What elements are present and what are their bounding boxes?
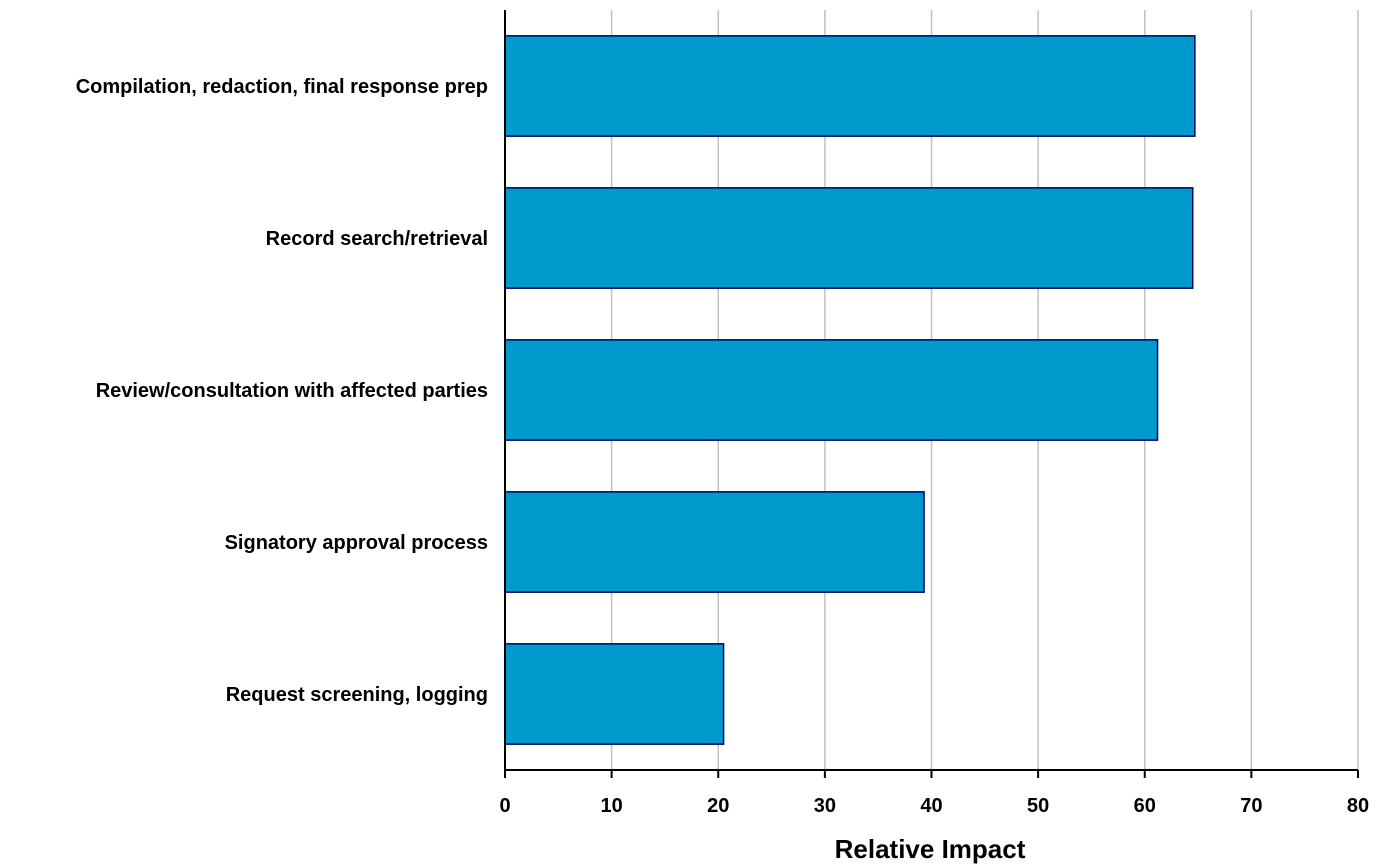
- x-tick-label: 50: [1027, 795, 1049, 817]
- x-tick-label: 70: [1240, 795, 1262, 817]
- x-tick-label: 60: [1134, 795, 1156, 817]
- category-label: Signatory approval process: [225, 532, 488, 554]
- bar: [504, 187, 1194, 289]
- category-labels: Compilation, redaction, final response p…: [76, 76, 488, 706]
- x-tick-label: 30: [814, 795, 836, 817]
- category-label: Review/consultation with affected partie…: [96, 380, 488, 402]
- x-tick-label: 0: [499, 795, 510, 817]
- bar: [504, 643, 725, 745]
- x-tick-label: 10: [601, 795, 623, 817]
- category-label: Compilation, redaction, final response p…: [76, 76, 488, 98]
- bar: [504, 35, 1196, 137]
- x-tick-label: 40: [920, 795, 942, 817]
- bars: [504, 35, 1196, 745]
- tick-labels: 0 10 20 30 40 50 60 70 80: [499, 795, 1369, 817]
- x-tick-label: 20: [707, 795, 729, 817]
- category-label: Request screening, logging: [226, 684, 488, 706]
- bar: [504, 491, 925, 593]
- x-tick-label: 80: [1347, 795, 1369, 817]
- bar: [504, 339, 1159, 441]
- axes: [504, 10, 1359, 778]
- x-axis-title: Relative Impact: [835, 834, 1026, 864]
- category-label: Record search/retrieval: [266, 228, 488, 250]
